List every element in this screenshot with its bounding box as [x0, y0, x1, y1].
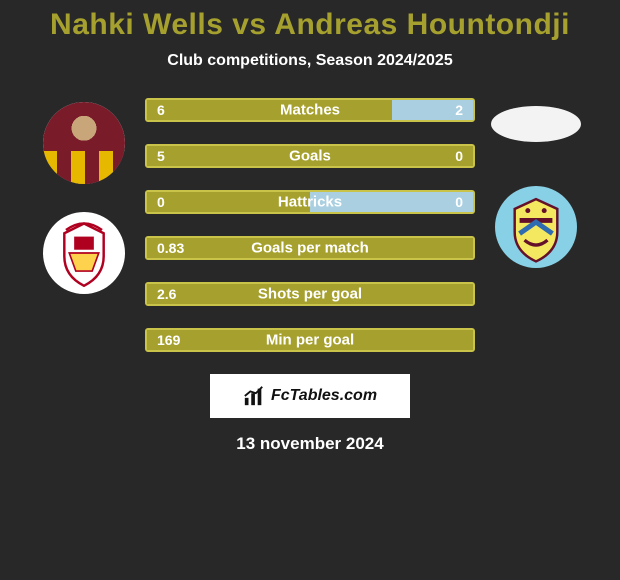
- stat-label: Shots per goal: [258, 286, 362, 303]
- player-right-avatar: [491, 106, 581, 142]
- stat-row: Goals 5 0: [145, 144, 475, 168]
- stat-row: Hattricks 0 0: [145, 190, 475, 214]
- stat-label: Hattricks: [278, 194, 342, 211]
- date-text: 13 november 2024: [0, 434, 620, 454]
- subtitle: Club competitions, Season 2024/2025: [0, 52, 620, 70]
- stat-label: Goals: [289, 148, 331, 165]
- stat-row: Goals per match 0.83: [145, 236, 475, 260]
- stat-label: Matches: [280, 102, 340, 119]
- stat-value-right: 2: [455, 102, 463, 118]
- stat-value-left: 0: [157, 194, 165, 210]
- stat-value-left: 6: [157, 102, 165, 118]
- stat-row: Shots per goal 2.6: [145, 282, 475, 306]
- brand-box: FcTables.com: [210, 374, 410, 418]
- stat-area: Matches 6 2 Goals 5 0 Hattricks 0 0 Goals per mat…: [0, 98, 620, 352]
- stat-label: Goals per match: [251, 240, 369, 257]
- stat-value-left: 2.6: [157, 286, 176, 302]
- stat-row: Min per goal 169: [145, 328, 475, 352]
- stat-value-right: 0: [455, 194, 463, 210]
- stat-bar-left: [147, 100, 392, 120]
- stat-value-left: 169: [157, 332, 180, 348]
- brand-text: FcTables.com: [271, 387, 377, 405]
- stat-row: Matches 6 2: [145, 98, 475, 122]
- stat-value-left: 0.83: [157, 240, 184, 256]
- player-left-avatar: [43, 102, 125, 184]
- club-crest-left: [43, 212, 125, 294]
- stat-label: Min per goal: [266, 332, 354, 349]
- stat-bars: Matches 6 2 Goals 5 0 Hattricks 0 0 Goals per mat…: [145, 98, 475, 352]
- left-avatar-column: [39, 98, 129, 294]
- chart-icon: [243, 385, 265, 407]
- stat-value-right: 0: [455, 148, 463, 164]
- right-avatar-column: [491, 98, 581, 268]
- stat-value-left: 5: [157, 148, 165, 164]
- page-title: Nahki Wells vs Andreas Hountondji: [0, 8, 620, 42]
- club-crest-right: [495, 186, 577, 268]
